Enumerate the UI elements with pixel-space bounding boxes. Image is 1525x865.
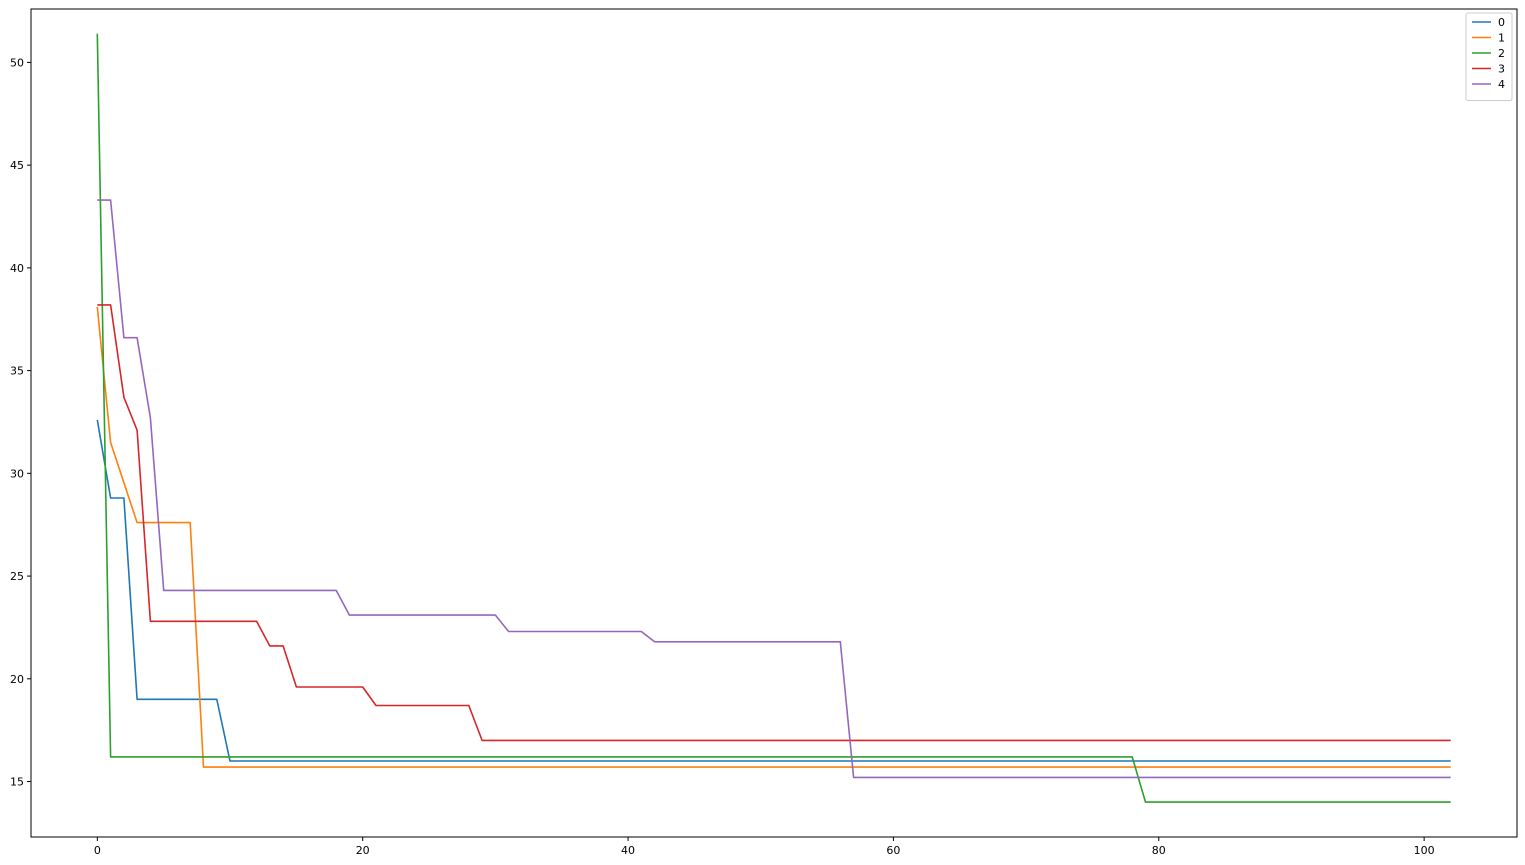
legend-label-3: 3 xyxy=(1498,63,1505,76)
legend-label-1: 1 xyxy=(1498,32,1505,45)
series-line-1 xyxy=(96,306,1451,768)
legend: 0 1 2 3 4 xyxy=(1465,12,1513,101)
series-line-3 xyxy=(97,304,1451,742)
x-tick-label: 20 xyxy=(356,844,370,857)
y-axis: 15 20 25 30 35 40 45 50 xyxy=(10,56,31,789)
y-tick-label: 25 xyxy=(10,570,24,583)
legend-label-4: 4 xyxy=(1498,78,1505,91)
legend-label-2: 2 xyxy=(1498,47,1505,60)
legend-label-0: 0 xyxy=(1498,16,1505,29)
y-tick-label: 35 xyxy=(10,365,24,378)
series-line-2 xyxy=(96,33,1451,803)
x-tick-label: 60 xyxy=(886,844,900,857)
y-tick-label: 40 xyxy=(10,262,24,275)
y-tick-label: 15 xyxy=(10,776,24,789)
plot-frame xyxy=(30,8,1518,838)
series-line-0 xyxy=(96,419,1451,762)
y-tick-label: 45 xyxy=(10,159,24,172)
y-tick-label: 20 xyxy=(10,673,24,686)
legend-box xyxy=(1465,12,1513,101)
x-tick-label: 40 xyxy=(621,844,635,857)
x-tick-label: 100 xyxy=(1414,844,1435,857)
series-line-4 xyxy=(97,199,1451,779)
y-tick-label: 50 xyxy=(10,56,24,69)
x-axis: 0 20 40 60 80 100 xyxy=(94,837,1435,857)
series-layer xyxy=(96,33,1451,803)
x-tick-label: 0 xyxy=(94,844,101,857)
x-tick-label: 80 xyxy=(1152,844,1166,857)
y-tick-label: 30 xyxy=(10,467,24,480)
